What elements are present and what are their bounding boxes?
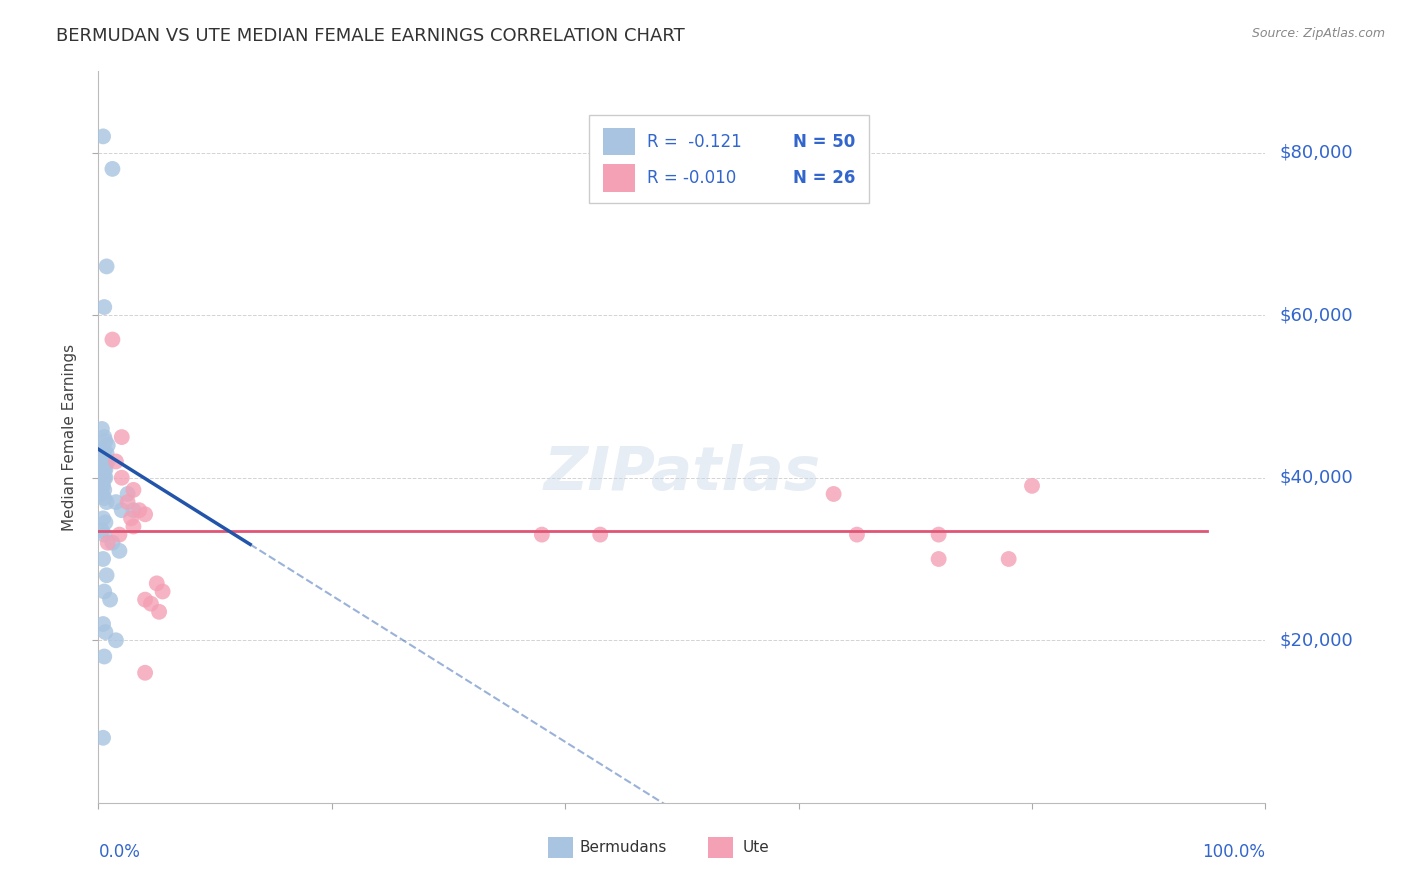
Point [111,503,134,517]
FancyBboxPatch shape [707,838,734,858]
Point [93,649,115,664]
Point [91,731,114,745]
FancyBboxPatch shape [548,838,574,858]
Point [94,462,117,476]
Point [97,454,120,468]
Point [91,462,114,476]
Text: Ute: Ute [742,840,769,855]
Point [93,491,115,505]
Point [91,617,114,632]
Point [104,454,127,468]
Text: $60,000: $60,000 [1279,306,1353,324]
Point [139,597,162,611]
Point [146,576,169,591]
Point [94,434,117,449]
Point [93,527,115,541]
Point [91,479,114,493]
Point [93,462,115,476]
Point [93,430,115,444]
Point [846,527,869,541]
Point [134,665,156,680]
Point [94,625,117,640]
Point [152,584,174,599]
Point [111,430,134,444]
Point [823,487,845,501]
Point [91,552,114,566]
Point [928,527,950,541]
Point [108,527,131,541]
Point [134,508,156,522]
Point [589,527,612,541]
Point [101,535,124,549]
Point [122,483,145,497]
Text: ZIPatlas: ZIPatlas [543,444,821,503]
Text: N = 50: N = 50 [793,133,855,151]
Point [98,592,121,607]
Text: $20,000: $20,000 [1279,632,1353,649]
Point [122,503,145,517]
Text: N = 26: N = 26 [793,169,855,187]
Point [90,442,112,457]
Point [96,446,118,460]
Text: BERMUDAN VS UTE MEDIAN FEMALE EARNINGS CORRELATION CHART: BERMUDAN VS UTE MEDIAN FEMALE EARNINGS C… [56,27,685,45]
Point [90,487,112,501]
Point [96,260,118,274]
Text: $80,000: $80,000 [1279,144,1353,161]
Point [91,471,114,485]
Point [90,479,112,493]
Point [90,422,112,436]
Point [91,446,114,460]
Point [93,483,115,497]
Point [134,592,156,607]
FancyBboxPatch shape [603,164,636,192]
Point [117,487,139,501]
Point [97,438,120,452]
Text: R =  -0.121: R = -0.121 [647,133,741,151]
Point [120,511,142,525]
Point [530,527,553,541]
Point [97,535,120,549]
Point [104,495,127,509]
Point [1021,479,1043,493]
Point [117,495,139,509]
Point [90,450,112,465]
Text: 100.0%: 100.0% [1202,843,1265,861]
Point [101,333,124,347]
Point [997,552,1019,566]
Point [90,458,112,473]
Point [94,516,117,530]
Point [108,544,131,558]
Point [148,605,170,619]
Point [93,471,115,485]
Point [928,552,950,566]
FancyBboxPatch shape [589,115,869,203]
Point [122,519,145,533]
Point [93,446,115,460]
Text: Source: ZipAtlas.com: Source: ZipAtlas.com [1251,27,1385,40]
Point [128,503,150,517]
FancyBboxPatch shape [603,128,636,155]
Point [91,129,114,144]
Point [96,568,118,582]
Point [91,511,114,525]
Text: $40,000: $40,000 [1279,468,1353,487]
Point [90,475,112,489]
Text: 0.0%: 0.0% [98,843,141,861]
Point [101,161,124,176]
Point [90,524,112,538]
Point [111,471,134,485]
Point [93,454,115,468]
Text: Bermudans: Bermudans [579,840,666,855]
Point [93,300,115,314]
Point [94,471,117,485]
Y-axis label: Median Female Earnings: Median Female Earnings [62,343,77,531]
Text: R = -0.010: R = -0.010 [647,169,737,187]
Point [96,495,118,509]
Point [90,467,112,481]
Point [94,454,117,468]
Point [104,633,127,648]
Point [93,584,115,599]
